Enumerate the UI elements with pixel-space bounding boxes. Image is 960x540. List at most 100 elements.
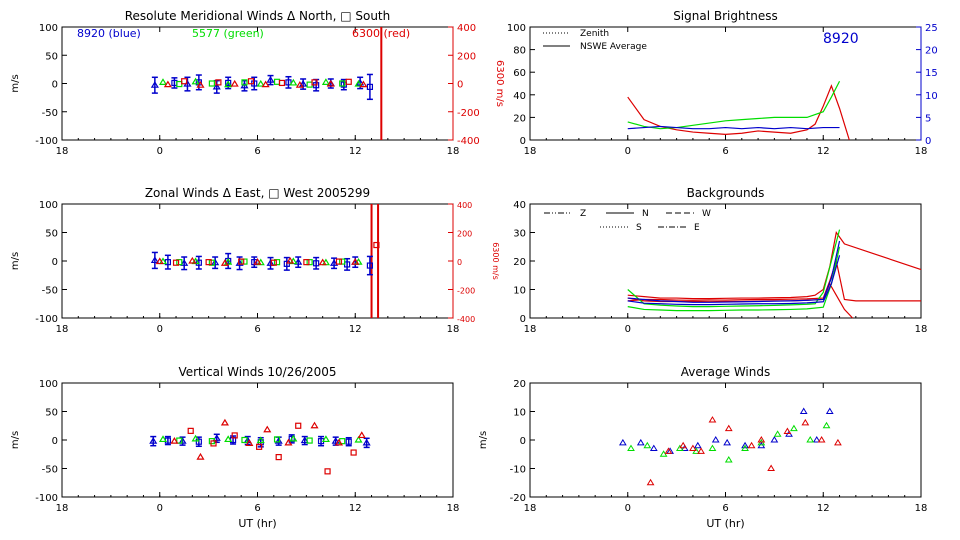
legend-entry: NSWE Average bbox=[580, 42, 647, 52]
data-point-triangle bbox=[708, 416, 717, 423]
y-right-tick-label: 0 bbox=[457, 258, 462, 267]
data-point-triangle bbox=[359, 80, 368, 88]
x-tick-label: 12 bbox=[817, 324, 830, 335]
series-line bbox=[627, 125, 840, 130]
data-point-triangle bbox=[689, 444, 697, 452]
chart-title: Zonal Winds Δ East, □ West 2005299 bbox=[145, 186, 370, 200]
legend-entry: Zenith bbox=[580, 29, 609, 39]
y-right-tick-label: 5 bbox=[925, 113, 931, 124]
data-point-triangle bbox=[770, 436, 779, 443]
data-point-triangle bbox=[224, 435, 233, 443]
y-tick-label: 20 bbox=[513, 113, 526, 124]
plot-frame bbox=[61, 203, 454, 319]
data-point-triangle bbox=[274, 436, 283, 444]
data-point-triangle bbox=[310, 421, 319, 429]
data-point-triangle bbox=[235, 259, 244, 266]
data-point-triangle bbox=[220, 418, 229, 426]
y-tick-label: 100 bbox=[39, 23, 58, 34]
data-point-triangle bbox=[326, 79, 335, 87]
y-tick-label: -100 bbox=[35, 136, 58, 147]
panel-p1: Resolute Meridional Winds Δ North, □ Sou… bbox=[10, 9, 505, 157]
y-axis-label: m/s bbox=[478, 431, 489, 449]
series-line bbox=[627, 246, 841, 312]
y-right-tick-label: -400 bbox=[457, 136, 480, 147]
x-axis-label: UT (hr) bbox=[238, 517, 276, 530]
data-point-triangle bbox=[266, 259, 275, 266]
y-axis-label: m/s bbox=[10, 431, 21, 449]
data-point-square bbox=[306, 259, 313, 266]
data-point-triangle bbox=[150, 256, 159, 264]
data-point-triangle bbox=[801, 418, 810, 426]
data-point-triangle bbox=[790, 424, 798, 432]
y-right-axis-label: 6300 m/s bbox=[491, 242, 500, 280]
data-point-triangle bbox=[155, 257, 164, 265]
data-point-square bbox=[366, 83, 374, 90]
y-tick-label: 0 bbox=[520, 314, 526, 325]
x-tick-label: 0 bbox=[625, 146, 631, 157]
chart-title: Signal Brightness bbox=[673, 9, 778, 23]
y-right-tick-label: 400 bbox=[457, 201, 472, 210]
y-tick-label: -100 bbox=[35, 314, 58, 325]
y-tick-label: 0 bbox=[52, 257, 58, 268]
data-point-triangle bbox=[212, 434, 221, 441]
y-tick-label: 40 bbox=[513, 91, 526, 102]
data-point-square bbox=[306, 81, 313, 88]
data-point-square bbox=[278, 79, 286, 87]
legend-entry: N bbox=[642, 209, 649, 219]
data-point-square bbox=[247, 78, 255, 85]
data-point-square bbox=[311, 79, 318, 86]
data-point-square bbox=[350, 449, 357, 456]
data-point-square bbox=[195, 259, 202, 266]
chart-title: Average Winds bbox=[681, 365, 771, 379]
y-right-tick-label: 200 bbox=[457, 230, 472, 239]
data-point-triangle bbox=[773, 430, 782, 437]
data-point-square bbox=[345, 438, 352, 445]
data-point-triangle bbox=[711, 436, 720, 443]
x-tick-label: 6 bbox=[722, 146, 728, 157]
x-tick-label: 0 bbox=[157, 324, 163, 335]
data-point-triangle bbox=[230, 79, 239, 87]
legend-entry: W bbox=[702, 209, 711, 219]
legend-entry: 8920 (blue) bbox=[77, 27, 141, 40]
data-point-triangle bbox=[664, 447, 673, 454]
data-point-square bbox=[176, 437, 183, 444]
data-point-triangle bbox=[295, 81, 304, 88]
data-point-square bbox=[373, 241, 380, 249]
data-point-triangle bbox=[334, 438, 344, 446]
legend-entry: E bbox=[694, 223, 700, 233]
data-point-square bbox=[172, 259, 180, 266]
plot-frame bbox=[61, 26, 454, 141]
x-tick-label: 6 bbox=[722, 503, 728, 514]
y-tick-label: 100 bbox=[39, 200, 58, 211]
panel-p3: Zonal Winds Δ East, □ West 2005299 18 0 6 12… bbox=[10, 186, 500, 335]
data-point-square bbox=[256, 443, 263, 450]
series-line bbox=[627, 229, 841, 308]
y-tick-label: 40 bbox=[513, 200, 526, 211]
data-point-triangle bbox=[318, 258, 327, 266]
data-point-square bbox=[313, 260, 320, 267]
data-point-triangle bbox=[224, 257, 233, 265]
data-point-square bbox=[295, 422, 302, 429]
series-line bbox=[627, 84, 850, 141]
legend-entry: 6300 (red) bbox=[352, 27, 410, 40]
x-tick-label: 18 bbox=[915, 324, 928, 335]
data-point-square bbox=[241, 436, 248, 444]
y-tick-label: 50 bbox=[45, 51, 58, 62]
data-point-triangle bbox=[245, 439, 254, 447]
data-point-triangle bbox=[321, 435, 330, 443]
y-tick-label: 60 bbox=[513, 68, 526, 79]
legend-entry: 5577 (green) bbox=[192, 27, 264, 40]
x-tick-label: 18 bbox=[915, 503, 928, 514]
data-point-square bbox=[225, 79, 232, 87]
x-tick-label: 18 bbox=[524, 324, 537, 335]
x-tick-label: 6 bbox=[722, 324, 728, 335]
x-tick-label: 6 bbox=[254, 324, 260, 335]
data-point-triangle bbox=[299, 79, 308, 87]
data-point-triangle bbox=[357, 431, 366, 439]
y-tick-label: 0 bbox=[520, 436, 526, 447]
x-tick-label: 18 bbox=[56, 503, 69, 514]
data-point-triangle bbox=[211, 258, 220, 266]
data-point-triangle bbox=[224, 80, 233, 88]
